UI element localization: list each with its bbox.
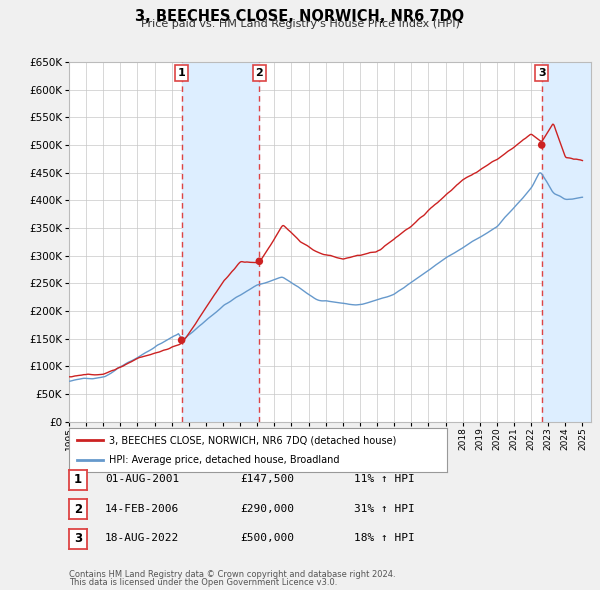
Point	[537, 140, 547, 150]
Text: 01-AUG-2001: 01-AUG-2001	[105, 474, 179, 484]
Point	[177, 336, 187, 345]
Text: 1: 1	[74, 473, 82, 486]
Bar	[182, 62, 259, 422]
Bar	[542, 62, 591, 422]
Text: £500,000: £500,000	[240, 533, 294, 543]
Text: 3, BEECHES CLOSE, NORWICH, NR6 7DQ (detached house): 3, BEECHES CLOSE, NORWICH, NR6 7DQ (deta…	[109, 435, 396, 445]
Text: 1: 1	[178, 68, 185, 78]
Text: 3: 3	[74, 532, 82, 545]
Text: 31% ↑ HPI: 31% ↑ HPI	[354, 504, 415, 513]
Text: 3, BEECHES CLOSE, NORWICH, NR6 7DQ: 3, BEECHES CLOSE, NORWICH, NR6 7DQ	[136, 9, 464, 24]
Point	[254, 257, 264, 266]
Text: 2: 2	[74, 503, 82, 516]
Text: 3: 3	[538, 68, 545, 78]
Text: 11% ↑ HPI: 11% ↑ HPI	[354, 474, 415, 484]
Text: 18% ↑ HPI: 18% ↑ HPI	[354, 533, 415, 543]
Text: This data is licensed under the Open Government Licence v3.0.: This data is licensed under the Open Gov…	[69, 578, 337, 587]
Text: Price paid vs. HM Land Registry's House Price Index (HPI): Price paid vs. HM Land Registry's House …	[140, 19, 460, 29]
Text: 14-FEB-2006: 14-FEB-2006	[105, 504, 179, 513]
Text: £147,500: £147,500	[240, 474, 294, 484]
Text: Contains HM Land Registry data © Crown copyright and database right 2024.: Contains HM Land Registry data © Crown c…	[69, 570, 395, 579]
Text: 18-AUG-2022: 18-AUG-2022	[105, 533, 179, 543]
Text: £290,000: £290,000	[240, 504, 294, 513]
Text: HPI: Average price, detached house, Broadland: HPI: Average price, detached house, Broa…	[109, 455, 339, 464]
Text: 2: 2	[256, 68, 263, 78]
